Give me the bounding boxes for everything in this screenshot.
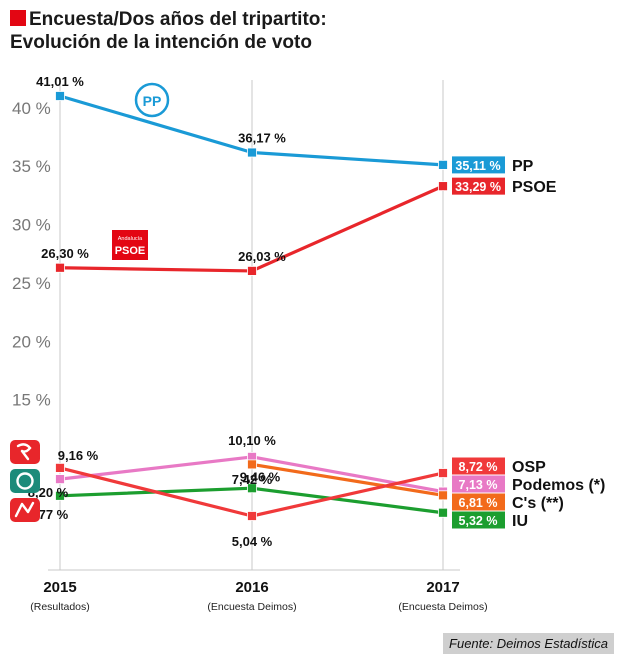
data-point-C's (**)	[247, 459, 257, 470]
series-name-Podemos (*): Podemos (*)	[512, 477, 605, 494]
iu-logo-icon	[10, 498, 40, 522]
value-badge-PSOE	[452, 177, 505, 195]
data-point-Podemos (*)	[55, 474, 65, 485]
y-tick-label: 25 %	[12, 274, 51, 293]
data-label-PSOE: 26,30 %	[41, 246, 89, 261]
data-point-IU	[438, 507, 448, 518]
data-point-PSOE	[247, 266, 257, 276]
y-tick-label: 35 %	[12, 157, 51, 176]
psoe-logo-small-text: Andalucía	[118, 236, 143, 242]
data-label-OSP: 5,04 %	[232, 534, 273, 549]
pp-logo-text: PP	[143, 93, 162, 109]
series-name-IU: IU	[512, 513, 528, 530]
psoe-logo-text: PSOE	[115, 245, 146, 257]
data-point-PP	[438, 159, 448, 170]
data-point-OSP	[247, 511, 257, 521]
data-label-PP: 36,17 %	[238, 131, 286, 146]
podemos-logo-glyph	[16, 472, 34, 490]
psoe-logo-icon	[112, 230, 148, 260]
title-line-2: Evolución de la intención de voto	[10, 32, 312, 53]
osp-logo-glyph	[16, 443, 32, 461]
y-tick-label: 30 %	[12, 216, 51, 235]
value-badge-text-IU: 5,32 %	[459, 514, 498, 528]
data-label-IU: 7,42 %	[232, 472, 273, 487]
chart-title: Encuesta/Dos años del tripartito: Evoluc…	[10, 8, 430, 54]
data-label-C's (**): 9,46 %	[240, 469, 281, 484]
data-point-PSOE	[55, 262, 65, 273]
x-tick-sublabel: (Resultados)	[30, 601, 90, 613]
series-name-PSOE: PSOE	[512, 179, 557, 196]
data-point-PSOE	[438, 181, 448, 192]
series-line-C's (**)	[251, 462, 444, 497]
series-name-OSP: OSP	[512, 459, 546, 476]
value-badge-IU	[452, 511, 505, 529]
y-tick-label: 40 %	[12, 99, 51, 118]
data-label-OSP: 9,16 %	[58, 448, 99, 463]
value-badge-OSP	[452, 457, 505, 475]
iu-logo-glyph	[14, 501, 35, 518]
value-badge-Podemos (*)	[452, 475, 505, 493]
y-tick-label: 20 %	[12, 332, 51, 351]
data-point-OSP	[55, 462, 65, 473]
x-tick-sublabel: (Encuesta Deimos)	[207, 601, 296, 613]
pp-logo-icon	[134, 82, 170, 118]
data-point-IU	[55, 490, 65, 501]
podemos-logo-icon	[10, 469, 40, 493]
source-note: Fuente: Deimos Estadística	[443, 633, 614, 654]
x-tick-label: 2016	[235, 579, 268, 596]
title-square-icon	[10, 10, 26, 26]
data-label-PP: 41,01 %	[36, 74, 84, 89]
value-badge-C's (**)	[452, 493, 505, 511]
value-badge-text-Podemos (*): 7,13 %	[459, 478, 498, 492]
value-badge-text-PP: 35,11 %	[455, 159, 500, 173]
x-tick-label: 2015	[43, 579, 76, 596]
title-text-1: Encuesta/Dos años del tripartito:	[29, 9, 327, 30]
value-badge-text-C's (**): 6,81 %	[459, 496, 498, 510]
y-tick-label: 15 %	[12, 391, 51, 410]
x-tick-sublabel: (Encuesta Deimos)	[398, 601, 487, 613]
data-point-C's (**)	[438, 490, 448, 501]
value-badge-PP	[452, 156, 505, 174]
data-label-Podemos (*): 10,10 %	[228, 433, 276, 448]
series-name-C's (**): C's (**)	[512, 495, 564, 512]
data-point-OSP	[438, 468, 448, 478]
title-line-1: Encuesta/Dos años del tripartito:	[10, 8, 430, 31]
data-point-PP	[247, 147, 257, 158]
series-name-PP: PP	[512, 158, 534, 175]
data-label-PSOE: 26,03 %	[238, 249, 286, 264]
data-point-PP	[55, 91, 65, 101]
x-tick-label: 2017	[426, 579, 459, 596]
value-badge-text-PSOE: 33,29 %	[455, 180, 501, 194]
value-badge-text-OSP: 8,72 %	[459, 460, 498, 474]
data-point-IU	[247, 483, 257, 494]
